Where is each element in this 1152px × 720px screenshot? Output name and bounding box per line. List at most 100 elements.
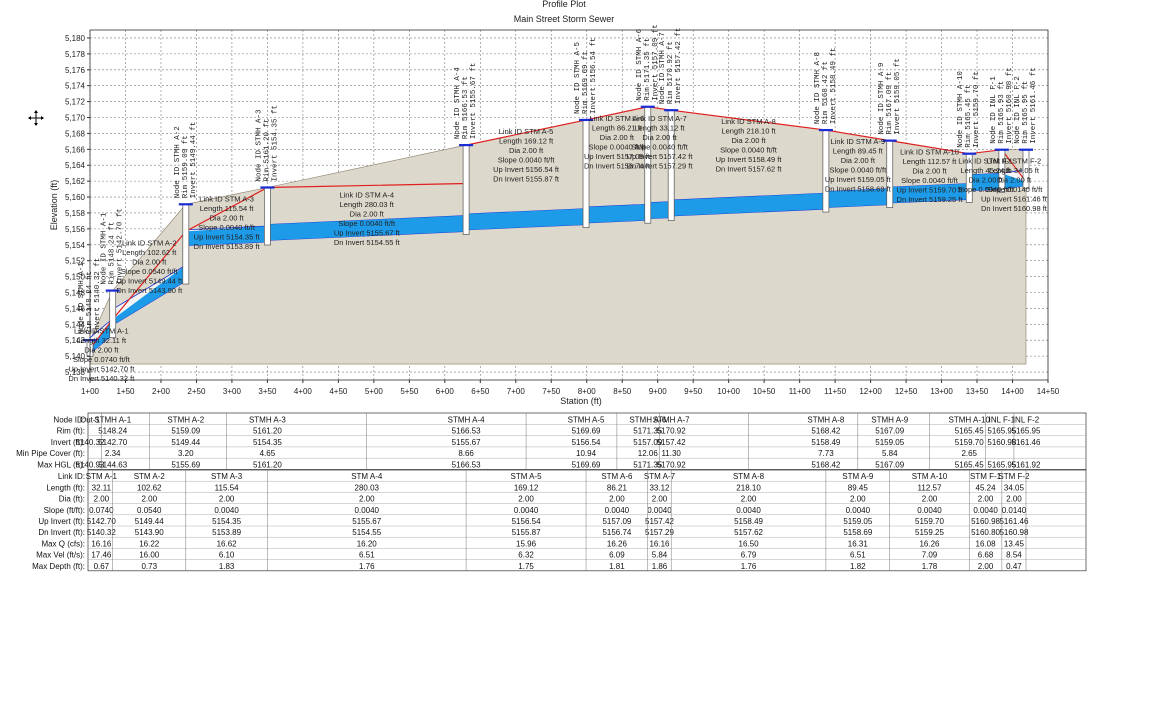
table-cell: 6.79 (741, 551, 757, 560)
table-cell: 1.76 (359, 562, 375, 571)
y-tick-label: 5,178 (65, 50, 86, 59)
table-cell: 0.0040 (605, 506, 630, 515)
link-label-line: Dn Invert 5153.89 ft (194, 242, 261, 251)
y-tick-label: 5,140 (65, 352, 86, 361)
link-label-line: Dia 2.00 ft (84, 345, 119, 354)
table-cell: 5165.45 (955, 461, 984, 470)
table-cell: INL F-1 (989, 415, 1016, 424)
link-label-line: Up Invert 5157.42 ft (627, 152, 694, 161)
node-label-line: Node ID INL F-2 (1014, 76, 1022, 144)
table-cell: STMH A-1 (94, 415, 131, 424)
y-tick-label: 5,174 (65, 82, 86, 91)
table-cell: STMH A-3 (249, 415, 286, 424)
link-label-line: Slope 0.0040 ft/ft (498, 155, 556, 164)
pipe-water (112, 265, 186, 326)
node-label: Node ID STMH A-1 Rim 5148.24 ft Invert 514… (101, 208, 125, 285)
y-tick-label: 5,144 (65, 320, 86, 329)
row-label: Max Q (cfs): (41, 539, 85, 548)
x-tick-label: 2+00 (152, 387, 171, 396)
link-label-line: Up Invert 5159.05 ft (825, 175, 892, 184)
table-cell: 1.78 (922, 562, 938, 571)
table-cell: STM F-1 (970, 472, 1002, 481)
table-cell: 5144.63 (98, 461, 127, 470)
row-label: Node ID: (53, 415, 85, 424)
table-cell: STM A-6 (601, 472, 633, 481)
table-cell: 5159.05 (875, 438, 904, 447)
node-label-line: Invert 5161.46 ft (1030, 67, 1038, 144)
manhole-stmh-a-5 (582, 119, 590, 228)
link-label-line: Dia 2.00 ft (912, 167, 947, 176)
node-label-line: Node ID STMH A-10 (957, 71, 965, 148)
table-cell: 13.45 (1004, 539, 1025, 548)
table-cell: 5158.69 (843, 528, 872, 537)
table-cell: STM A-9 (842, 472, 874, 481)
node-label: Node ID STMH A-4 Rim 5166.53 ft Invert 515… (454, 63, 478, 140)
x-tick-label: 10+50 (753, 387, 776, 396)
node-label-line: Rim 5165.93 ft (998, 81, 1006, 144)
table-cell: 0.0040 (214, 506, 239, 515)
table-cell: 2.00 (652, 495, 668, 504)
node-label-line: Node ID STMH A-9 (878, 63, 886, 135)
table-cell: STMH A-4 (448, 415, 485, 424)
table-cell: 5166.53 (452, 461, 481, 470)
pipe-water (671, 193, 826, 216)
link-label-line: Length 33.12 ft (634, 123, 685, 132)
manhole-stmh-a-8 (822, 129, 830, 213)
table-cell: 86.21 (607, 483, 628, 492)
table-cell: 0.0040 (355, 506, 380, 515)
table-cell: 2.00 (978, 495, 994, 504)
pipe-water (647, 201, 672, 219)
link-label-line: Dia 2.00 ft (509, 146, 544, 155)
link-label-line: Dia 2.00 ft (642, 133, 677, 142)
x-tick-label: 9+50 (684, 387, 703, 396)
pipe-water (90, 319, 113, 354)
table-cell: 16.31 (848, 539, 869, 548)
table-cell: 5142.70 (98, 438, 127, 447)
table-cell: 0.0040 (736, 506, 761, 515)
table-cell: 5154.55 (352, 528, 381, 537)
row-label: Length (ft): (46, 483, 85, 492)
table-cell: 2.00 (1006, 495, 1022, 504)
manhole-stmh-a-3 (264, 187, 271, 246)
table-cell: Out-1 (80, 415, 101, 424)
pipe-water (1001, 173, 1027, 190)
y-tick-label: 5,168 (65, 129, 86, 138)
node-label-line: Invert 5157.09 ft (652, 24, 660, 101)
node-label: Node ID STMH A-8 Rim 5168.42 ft Invert 515… (814, 48, 838, 125)
link-label-line: Slope 0.0040 ft/ft (631, 142, 689, 151)
table-cell: 6.32 (518, 551, 534, 560)
x-tick-label: 6+00 (436, 387, 455, 396)
table-cell: 112.57 (918, 483, 942, 492)
y-tick-label: 5,176 (65, 66, 86, 75)
table-cell: STMH A-6 (629, 415, 666, 424)
table-cell: 5159.09 (171, 427, 200, 436)
x-tick-label: 1+50 (116, 387, 135, 396)
x-tick-label: 3+50 (258, 387, 277, 396)
node-label-line: Rim 5159.09 ft (182, 135, 190, 198)
table-cell: 5160.80 (971, 528, 1000, 537)
table-cell: 5143.90 (135, 528, 164, 537)
x-tick-label: 5+00 (365, 387, 384, 396)
table-cell: 0.0040 (647, 506, 672, 515)
node-label-line: Rim 5166.53 ft (462, 76, 470, 139)
table-cell: 115.54 (215, 483, 239, 492)
table-cell: 16.26 (607, 539, 628, 548)
node-label-line: Rim 5165.45 ft (965, 85, 973, 148)
table-cell: 8.66 (458, 449, 474, 458)
x-tick-label: 14+50 (1037, 387, 1060, 396)
node-label-line: Node ID STMH A-6 (636, 28, 644, 101)
table-cell: STM A-1 (86, 472, 118, 481)
axes: 5,138 5,140 5,142 5,144 5,146 5,148 5,150 5,152… (65, 29, 1060, 396)
link-label-line: Length 280.03 ft (340, 200, 395, 209)
link-label-line: Dia 2.00 ft (968, 176, 1003, 185)
x-tick-label: 2+50 (187, 387, 206, 396)
link-label-line: Up Invert 5149.44 ft (116, 276, 183, 285)
x-tick-label: 4+00 (294, 387, 313, 396)
link-label-line: Dn Invert 5140.32 ft (68, 374, 135, 383)
table-cell: 5160.98 (971, 517, 1000, 526)
table-cell: 102.62 (137, 483, 162, 492)
link-label-line: Link ID STM A-7 (632, 114, 687, 123)
link-label-line: Length 89.45 ft (833, 147, 884, 156)
